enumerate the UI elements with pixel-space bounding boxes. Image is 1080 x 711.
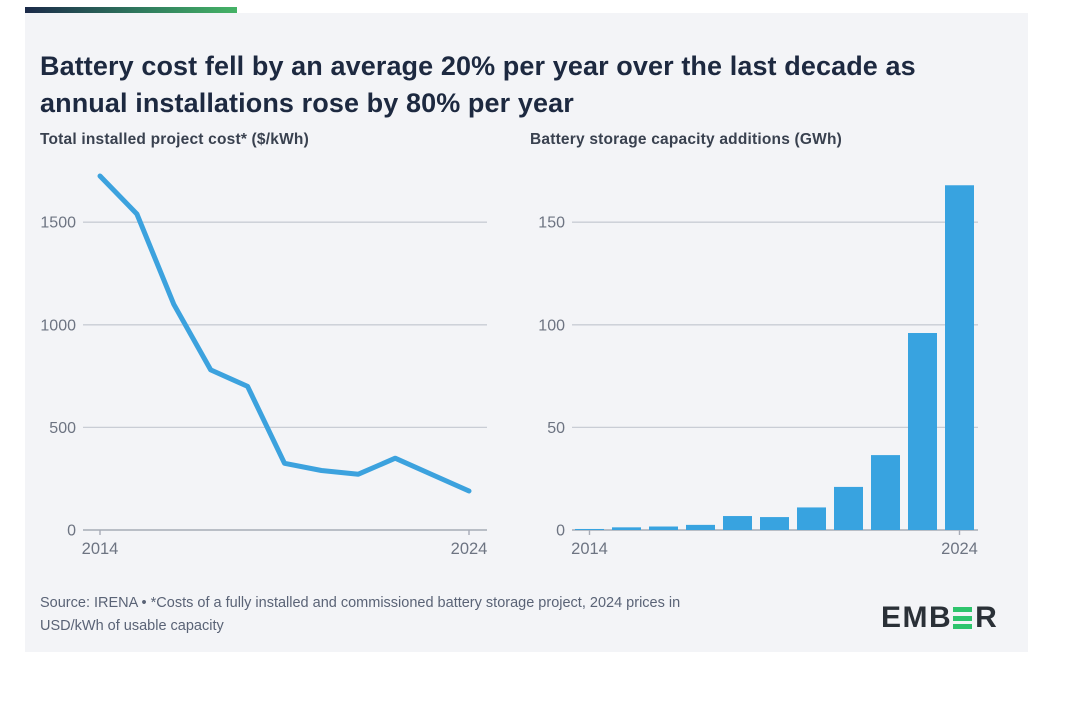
source-note: Source: IRENA • *Costs of a fully instal…: [40, 592, 840, 638]
cost-line-chart: 0 500 1000 1500 2014 2024: [40, 173, 488, 558]
page-title-line1: Battery cost fell by an average 20% per …: [40, 51, 916, 82]
y-tick-label: 1000: [40, 317, 76, 334]
source-note-line2: USD/kWh of usable capacity: [40, 618, 224, 634]
page-title-line2: annual installations rose by 80% per yea…: [40, 88, 574, 119]
ember-logo: EMB R: [881, 601, 999, 634]
bar-2023: [908, 333, 937, 530]
accent-gradient-bar: [25, 7, 237, 13]
y-tick-label: 1500: [40, 215, 76, 232]
bar-2019: [760, 517, 789, 530]
y-tick-label: 100: [538, 317, 565, 334]
bar-chart-title: Battery storage capacity additions (GWh): [530, 131, 843, 148]
bar-2017: [686, 524, 715, 530]
ember-logo-text-prefix: EMB: [881, 601, 953, 634]
y-tick-label: 150: [538, 215, 565, 232]
bar-2021: [834, 486, 863, 530]
source-note-line1: Source: IRENA • *Costs of a fully instal…: [40, 595, 681, 611]
capacity-bar-chart: 0 50 100 150 2014 2024: [538, 185, 978, 558]
ember-logo-green-e-icon: [953, 607, 973, 629]
x-tick-label: 2024: [941, 540, 978, 558]
page-title: Battery cost fell by an average 20% per …: [40, 48, 1020, 122]
y-tick-label: 500: [49, 420, 76, 437]
x-tick-label: 2024: [451, 540, 488, 558]
bar-2014: [575, 528, 604, 530]
bar-2022: [871, 455, 900, 530]
bar-2018: [723, 516, 752, 530]
y-tick-label: 0: [556, 523, 565, 540]
bar-2024: [945, 185, 974, 530]
x-tick-label: 2014: [82, 540, 119, 558]
bar-2015: [612, 527, 641, 530]
cost-line-series: [97, 173, 472, 494]
ember-logo-text-suffix: R: [975, 601, 999, 634]
x-tick-label: 2014: [571, 540, 608, 558]
y-tick-label: 50: [547, 420, 565, 437]
line-chart-title: Total installed project cost* ($/kWh): [40, 131, 309, 148]
bar-2016: [649, 526, 678, 530]
bar-2020: [797, 507, 826, 530]
y-tick-label: 0: [67, 523, 76, 540]
